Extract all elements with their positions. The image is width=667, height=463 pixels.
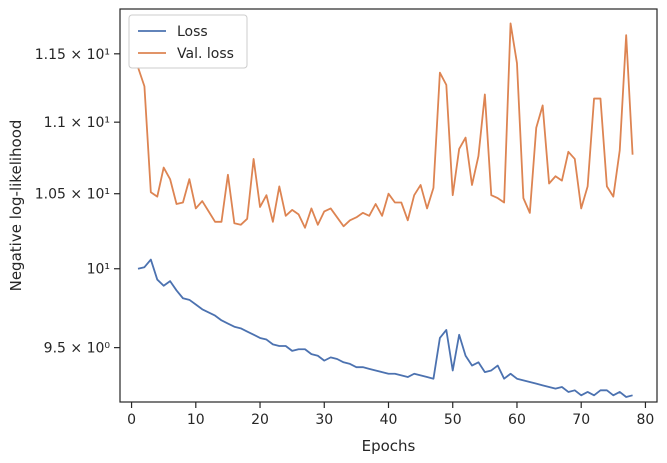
x-tick-label: 0	[127, 412, 136, 428]
x-tick-label: 10	[187, 412, 205, 428]
y-axis-title: Negative log-likelihood	[7, 120, 25, 292]
ticks-layer: 0 10 20 30 40 50 60 70 80 9.5 × 10⁰ 10¹ 1.05 × 10¹ 1…	[35, 47, 655, 428]
x-tick-label: 80	[637, 412, 655, 428]
x-tick-label: 30	[315, 412, 333, 428]
series-line-loss	[137, 258, 633, 398]
x-tick-label: 20	[251, 412, 269, 428]
legend-label-loss: Loss	[177, 24, 208, 40]
x-tick-label: 40	[380, 412, 398, 428]
y-tick-label: 1.1 × 10¹	[44, 115, 110, 131]
legend-label-val-loss: Val. loss	[177, 46, 234, 62]
legend: Loss Val. loss	[128, 14, 248, 69]
series-line-val-loss	[137, 22, 634, 229]
y-tick-label: 9.5 × 10⁰	[44, 341, 111, 357]
x-tick-label: 70	[572, 412, 590, 428]
plot-layer	[137, 22, 634, 398]
y-tick-label: 1.05 × 10¹	[35, 187, 110, 203]
y-tick-label: 1.15 × 10¹	[35, 47, 110, 63]
x-tick-label: 60	[508, 412, 526, 428]
x-tick-label: 50	[444, 412, 462, 428]
legend-frame	[128, 14, 248, 69]
x-axis-title: Epochs	[362, 437, 416, 455]
y-tick-label: 10¹	[87, 262, 110, 278]
